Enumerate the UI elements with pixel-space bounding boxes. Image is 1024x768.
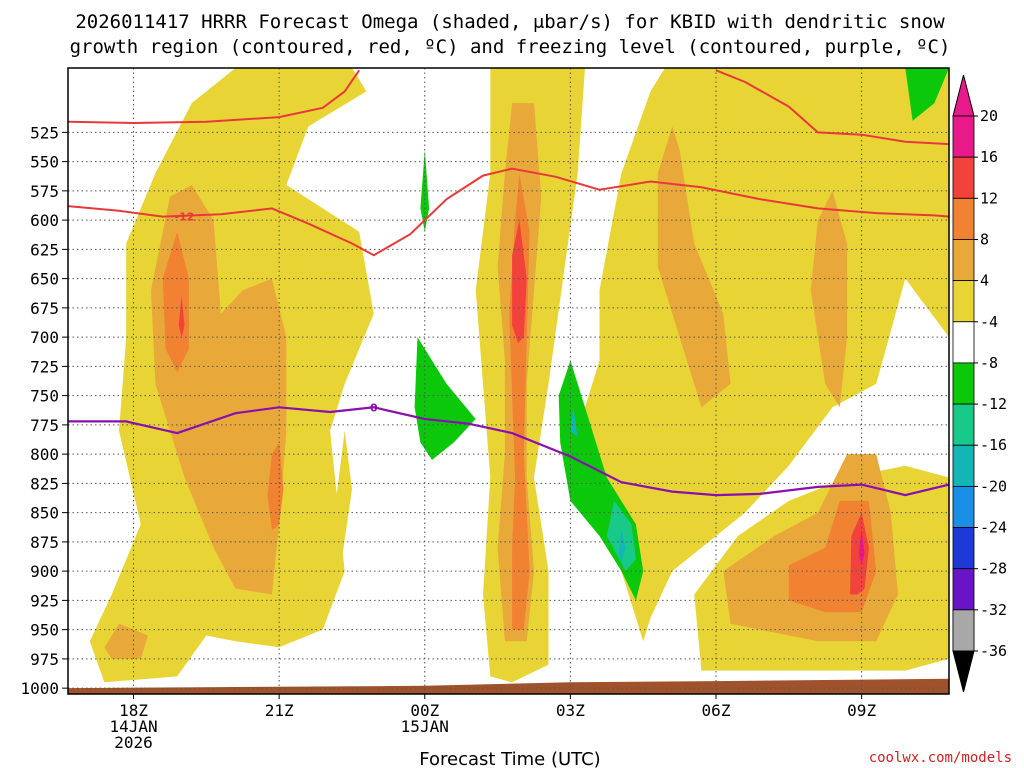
omega-region-upward-tan-08z bbox=[810, 190, 848, 408]
dgz-lower-red-contour bbox=[68, 167, 949, 257]
omega-region-upward-magenta-09z bbox=[858, 530, 865, 566]
omega-region-upward-orange-19z bbox=[162, 231, 189, 373]
colorbar-label-10: -24 bbox=[980, 519, 1007, 537]
y-tick-label-675: 675 bbox=[30, 299, 59, 318]
freezing-level-contour bbox=[68, 406, 949, 497]
omega-region-downward-green-0030 bbox=[414, 337, 476, 460]
y-tick-label-925: 925 bbox=[30, 591, 59, 610]
colorbar-label-3: 8 bbox=[980, 230, 989, 248]
credit-text: coolwx.com/models bbox=[869, 750, 1012, 766]
x-tick-label-1-0: 21Z bbox=[265, 701, 294, 720]
omega-region-downward-cyan-0345 bbox=[618, 530, 626, 562]
colorbar-label-4: 4 bbox=[980, 272, 989, 290]
omega-region-downward-cyan-03z bbox=[570, 407, 578, 437]
colorbar-bin-2 bbox=[952, 197, 975, 240]
colorbar-bin-6 bbox=[952, 362, 975, 405]
x-tick-label-2-1: 15JAN bbox=[401, 717, 449, 736]
chart-title-line2: growth region (contoured, red, ºC) and f… bbox=[70, 36, 951, 58]
y-tick-label-850: 850 bbox=[30, 504, 59, 523]
freezing-level-label: 0 bbox=[370, 401, 378, 414]
colorbar-label-12: -32 bbox=[980, 601, 1007, 619]
colorbar-bin-10 bbox=[952, 527, 975, 570]
colorbar-top-arrow bbox=[952, 74, 975, 117]
y-tick-label-575: 575 bbox=[30, 182, 59, 201]
colorbar-label-8: -16 bbox=[980, 436, 1007, 454]
colorbar-bin-5 bbox=[952, 321, 975, 364]
colorbar-bin-8 bbox=[952, 444, 975, 487]
y-tick-label-725: 725 bbox=[30, 357, 59, 376]
omega-region-upward-red-19z bbox=[178, 296, 185, 338]
dgz-upper-red-contour-east bbox=[715, 69, 949, 146]
colorbar-bin-1 bbox=[952, 156, 975, 199]
colorbar-bin-4 bbox=[952, 280, 975, 323]
plot-frame bbox=[67, 67, 950, 695]
x-tick-label-0-1: 14JAN bbox=[109, 717, 157, 736]
y-tick-label-775: 775 bbox=[30, 416, 59, 435]
omega-region-upward-tan-southwest bbox=[104, 623, 149, 659]
y-tick-label-975: 975 bbox=[30, 650, 59, 669]
y-tick-label-1000: 1000 bbox=[20, 679, 59, 698]
omega-region-ground-below bbox=[68, 678, 949, 694]
colorbar-label-9: -20 bbox=[980, 477, 1007, 495]
y-tick-label-625: 625 bbox=[30, 240, 59, 259]
x-tick-label-5-0: 09Z bbox=[847, 701, 876, 720]
colorbar-label-7: -12 bbox=[980, 395, 1007, 413]
pressure-axis: 525 550 575 600 625 650 675 700 725 750 775 800 825 8… bbox=[20, 123, 68, 698]
colorbar-bottom-arrow bbox=[952, 650, 975, 693]
colorbar-bin-9 bbox=[952, 485, 975, 528]
colorbar-bin-11 bbox=[952, 568, 975, 611]
colorbar: 20 16 12 8 4 -4 -8 -12 -16 -20 -24 -28 -32 -36 bbox=[952, 74, 1007, 693]
y-tick-label-550: 550 bbox=[30, 153, 59, 172]
y-tick-label-650: 650 bbox=[30, 270, 59, 289]
contour-layer: -12 0 bbox=[68, 69, 949, 497]
colorbar-bin-0 bbox=[952, 115, 975, 158]
y-tick-label-950: 950 bbox=[30, 621, 59, 640]
dgz-contour-label: -12 bbox=[175, 211, 195, 224]
y-tick-label-750: 750 bbox=[30, 387, 59, 406]
omega-shading-layer bbox=[68, 68, 949, 694]
colorbar-label-1: 16 bbox=[980, 148, 998, 166]
x-tick-label-3-0: 03Z bbox=[556, 701, 585, 720]
colorbar-label-2: 12 bbox=[980, 189, 998, 207]
x-tick-label-2-0: 00Z bbox=[410, 701, 439, 720]
colorbar-label-11: -28 bbox=[980, 560, 1007, 578]
x-tick-label-4-0: 06Z bbox=[702, 701, 731, 720]
chart-title-line1: 2026011417 HRRR Forecast Omega (shaded, … bbox=[75, 11, 945, 33]
x-tick-label-0-0: 18Z bbox=[119, 701, 148, 720]
dgz-upper-red-contour bbox=[68, 69, 361, 125]
y-tick-label-825: 825 bbox=[30, 474, 59, 493]
omega-region-upward-yellow-0130 bbox=[325, 430, 352, 566]
colorbar-label-5: -4 bbox=[980, 313, 998, 331]
y-tick-label-700: 700 bbox=[30, 328, 59, 347]
y-tick-label-600: 600 bbox=[30, 211, 59, 230]
y-tick-label-525: 525 bbox=[30, 123, 59, 142]
y-tick-label-900: 900 bbox=[30, 562, 59, 581]
colorbar-label-6: -8 bbox=[980, 354, 998, 372]
x-tick-label-0-2: 2026 bbox=[114, 733, 153, 752]
omega-region-downward-green-10z bbox=[905, 68, 949, 121]
colorbar-label-13: -36 bbox=[980, 642, 1007, 660]
colorbar-label-0: 20 bbox=[980, 107, 998, 125]
x-axis-label: Forecast Time (UTC) bbox=[419, 749, 600, 768]
grid-lines bbox=[68, 68, 949, 694]
y-tick-label-875: 875 bbox=[30, 533, 59, 552]
colorbar-bin-7 bbox=[952, 403, 975, 446]
omega-region-upward-red-0230 bbox=[512, 220, 527, 343]
colorbar-bin-3 bbox=[952, 239, 975, 282]
y-tick-label-800: 800 bbox=[30, 445, 59, 464]
colorbar-bin-last bbox=[952, 609, 975, 652]
